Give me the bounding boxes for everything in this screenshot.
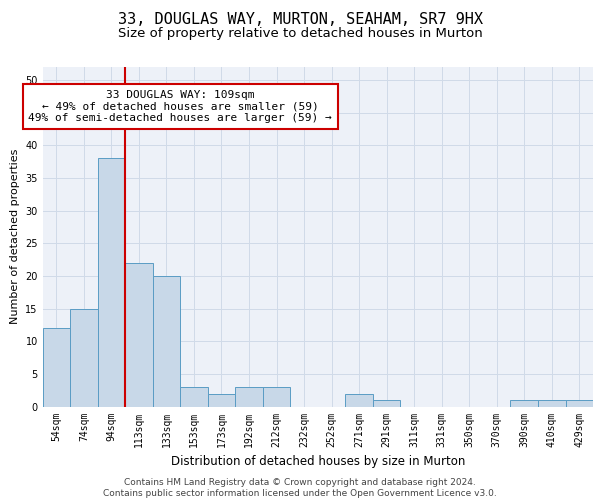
Text: Contains HM Land Registry data © Crown copyright and database right 2024.
Contai: Contains HM Land Registry data © Crown c…	[103, 478, 497, 498]
X-axis label: Distribution of detached houses by size in Murton: Distribution of detached houses by size …	[170, 455, 465, 468]
Bar	[373, 400, 400, 406]
Bar	[43, 328, 70, 406]
Bar	[70, 308, 98, 406]
Y-axis label: Number of detached properties: Number of detached properties	[10, 149, 20, 324]
Bar	[346, 394, 373, 406]
Bar	[566, 400, 593, 406]
Bar	[152, 276, 180, 406]
Bar	[263, 387, 290, 406]
Bar	[235, 387, 263, 406]
Text: 33, DOUGLAS WAY, MURTON, SEAHAM, SR7 9HX: 33, DOUGLAS WAY, MURTON, SEAHAM, SR7 9HX	[118, 12, 482, 28]
Bar	[511, 400, 538, 406]
Text: 33 DOUGLAS WAY: 109sqm
← 49% of detached houses are smaller (59)
49% of semi-det: 33 DOUGLAS WAY: 109sqm ← 49% of detached…	[28, 90, 332, 123]
Bar	[125, 263, 152, 406]
Bar	[208, 394, 235, 406]
Bar	[538, 400, 566, 406]
Bar	[180, 387, 208, 406]
Bar	[98, 158, 125, 406]
Text: Size of property relative to detached houses in Murton: Size of property relative to detached ho…	[118, 28, 482, 40]
